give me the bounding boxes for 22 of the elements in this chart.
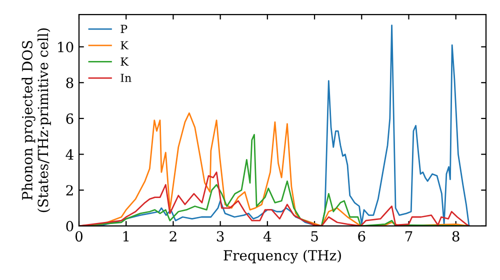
legend-label: K: [120, 41, 129, 50]
x-tick-label: 8: [452, 231, 460, 242]
x-tick-label: 5: [311, 231, 318, 242]
line-series: [79, 172, 470, 226]
x-tick-label: 6: [358, 231, 366, 242]
y-axis-title: Phonon projected DOS (States/THz·primitive cell): [22, 28, 51, 212]
x-tick-label: 0: [75, 231, 82, 242]
x-tick-label: 7: [405, 231, 412, 242]
x-tick-label: 3: [216, 231, 224, 242]
x-tick-label: 2: [170, 231, 176, 242]
y-tick-label: 8: [66, 78, 74, 88]
x-tick-label: 4: [263, 231, 272, 242]
y-tick-label: 4: [66, 149, 74, 160]
y-tick-label: 10: [58, 42, 74, 52]
x-tick-label: 1: [123, 231, 129, 242]
legend-label: P: [120, 24, 128, 34]
legend-label: K: [120, 58, 129, 66]
y-tick-label: 2: [66, 185, 73, 196]
y-tick-label: 0: [66, 220, 74, 232]
y-tick-label: 6: [66, 113, 74, 124]
x-axis-title: Frequency (THz): [224, 250, 341, 264]
legend-label: In: [120, 74, 132, 82]
